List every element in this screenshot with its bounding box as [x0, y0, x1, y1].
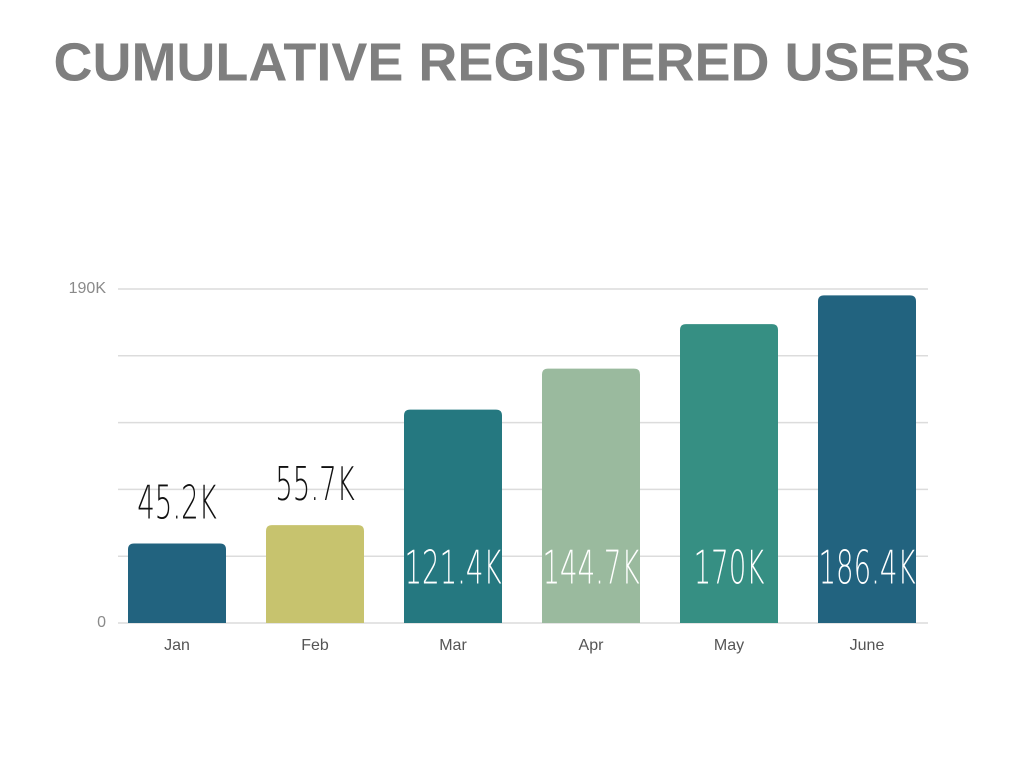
y-tick-label: 190K [69, 280, 107, 297]
y-tick-label: 0 [97, 614, 106, 631]
bar [542, 368, 640, 623]
value-label: 121.4K [404, 541, 501, 594]
value-label: 144.7K [542, 541, 639, 594]
bar [680, 324, 778, 623]
x-tick-label: June [850, 637, 885, 654]
chart-title: CUMULATIVE REGISTERED USERS [53, 32, 970, 92]
x-tick-label: Feb [301, 637, 329, 654]
bar [818, 295, 916, 623]
x-tick-label: Jan [164, 637, 190, 654]
value-label: 170K [694, 541, 765, 594]
value-label: 45.2K [137, 476, 217, 529]
x-tick-label: Apr [579, 637, 605, 654]
bar [404, 409, 502, 623]
value-label: 186.4K [818, 541, 915, 594]
x-tick-label: May [714, 637, 744, 654]
x-tick-label: Mar [439, 637, 467, 654]
bar [128, 543, 226, 623]
value-label: 55.7K [275, 457, 355, 510]
bar [266, 525, 364, 623]
